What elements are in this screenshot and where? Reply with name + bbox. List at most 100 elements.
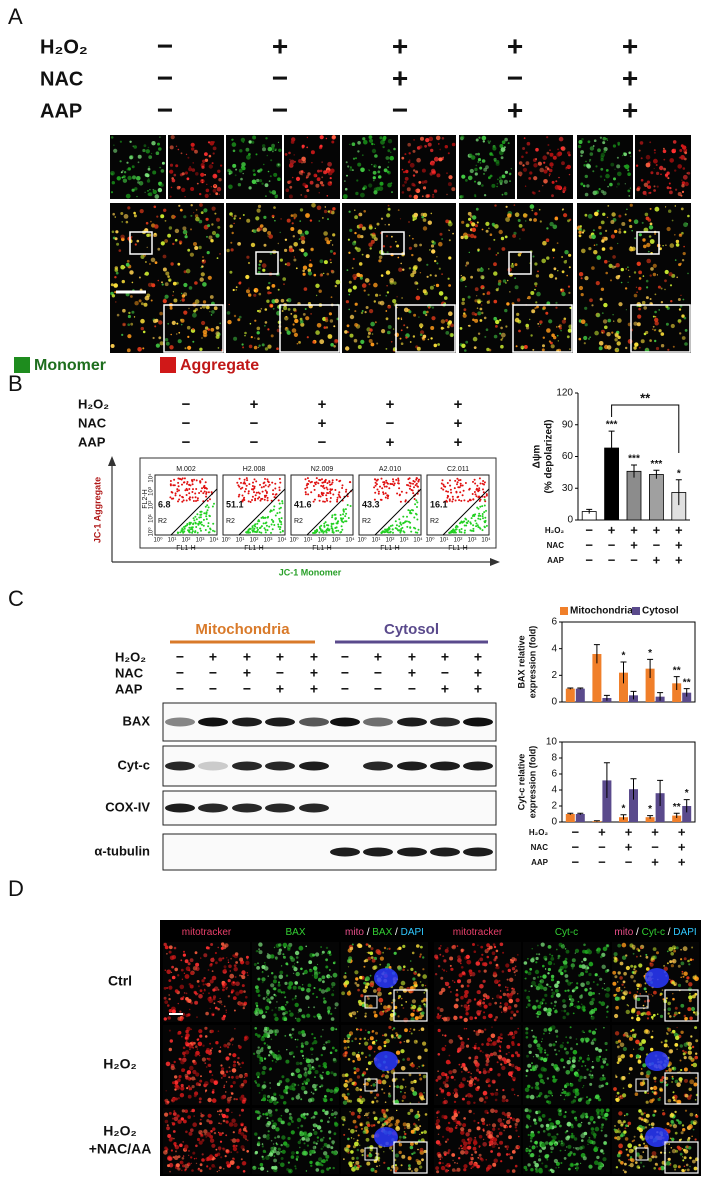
image-speck — [182, 996, 184, 998]
image-speck — [387, 171, 390, 174]
image-speck — [409, 1031, 410, 1032]
condition-sign: + — [374, 649, 382, 665]
image-speck — [195, 217, 200, 222]
image-speck — [654, 149, 656, 151]
image-speck — [255, 1002, 258, 1005]
image-speck — [584, 965, 589, 970]
image-speck — [385, 310, 387, 312]
event-dot — [392, 478, 394, 480]
image-speck — [637, 306, 638, 307]
image-speck — [358, 1000, 362, 1004]
image-speck — [188, 308, 189, 309]
image-speck — [487, 301, 490, 304]
image-speck — [355, 977, 358, 980]
condition-sign: − — [341, 665, 349, 681]
event-dot — [184, 477, 186, 479]
image-speck — [428, 221, 432, 225]
event-dot — [188, 492, 190, 494]
image-speck — [597, 984, 599, 986]
image-speck — [621, 222, 625, 226]
event-dot — [206, 511, 208, 513]
image-speck — [629, 219, 632, 222]
image-speck — [421, 1011, 424, 1014]
image-speck — [473, 337, 478, 342]
event-dot — [416, 477, 418, 479]
image-speck — [210, 1079, 214, 1083]
image-speck — [420, 272, 421, 273]
image-speck — [567, 151, 570, 154]
image-speck — [262, 1084, 266, 1088]
image-speck — [496, 289, 497, 290]
image-speck — [275, 299, 279, 303]
image-speck — [441, 988, 445, 992]
event-dot — [456, 492, 458, 494]
event-dot — [248, 490, 250, 492]
image-speck — [628, 282, 629, 283]
image-speck — [557, 335, 559, 337]
image-speck — [648, 251, 650, 253]
image-speck — [298, 986, 301, 989]
image-speck — [258, 994, 261, 997]
image-speck — [114, 291, 116, 293]
image-speck — [318, 1016, 322, 1020]
image-speck — [500, 345, 504, 349]
image-speck — [296, 1046, 298, 1048]
condition-sign: − — [176, 681, 184, 697]
image-speck — [313, 1016, 314, 1017]
image-speck — [298, 341, 300, 343]
image-speck — [217, 1008, 220, 1011]
event-dot — [472, 524, 474, 526]
event-dot — [392, 528, 394, 530]
image-speck — [176, 146, 177, 147]
y-tick-label: 120 — [556, 388, 573, 399]
event-dot — [275, 515, 277, 517]
image-speck — [481, 312, 483, 314]
event-dot — [377, 489, 379, 491]
event-dot — [199, 528, 201, 530]
image-speck — [312, 993, 314, 995]
image-speck — [639, 233, 642, 236]
image-speck — [269, 1067, 272, 1070]
image-speck — [164, 1000, 168, 1004]
image-speck — [175, 164, 178, 167]
image-speck — [305, 946, 307, 948]
image-speck — [412, 977, 415, 980]
image-speck — [346, 175, 348, 177]
image-speck — [183, 215, 186, 218]
image-speck — [233, 150, 236, 153]
condition-sign: + — [622, 62, 638, 93]
image-speck — [293, 315, 297, 319]
image-speck — [333, 973, 338, 978]
nucleus — [645, 968, 669, 988]
image-speck — [341, 991, 345, 995]
image-speck — [638, 308, 641, 311]
blot-band — [165, 762, 195, 771]
image-speck — [193, 212, 194, 213]
image-speck — [277, 307, 279, 309]
image-speck — [171, 187, 173, 189]
image-speck — [317, 323, 322, 328]
condition-label: AAP — [115, 681, 143, 696]
event-dot — [330, 497, 332, 499]
image-speck — [294, 963, 295, 964]
image-speck — [609, 247, 612, 250]
image-speck — [669, 183, 671, 185]
event-dot — [329, 501, 331, 503]
condition-sign: − — [182, 396, 191, 413]
image-speck — [638, 287, 641, 290]
image-speck — [515, 969, 518, 972]
image-speck — [117, 314, 120, 317]
event-dot — [382, 531, 384, 533]
event-dot — [482, 513, 484, 515]
image-speck — [506, 302, 509, 305]
image-speck — [654, 233, 656, 235]
image-speck — [440, 1015, 441, 1016]
gate-name: R2 — [294, 518, 303, 525]
image-speck — [601, 239, 604, 242]
image-speck — [619, 987, 621, 989]
image-speck — [492, 951, 496, 955]
image-speck — [653, 1014, 656, 1017]
image-speck — [491, 184, 495, 188]
image-speck — [312, 1093, 314, 1095]
image-speck — [617, 142, 620, 145]
